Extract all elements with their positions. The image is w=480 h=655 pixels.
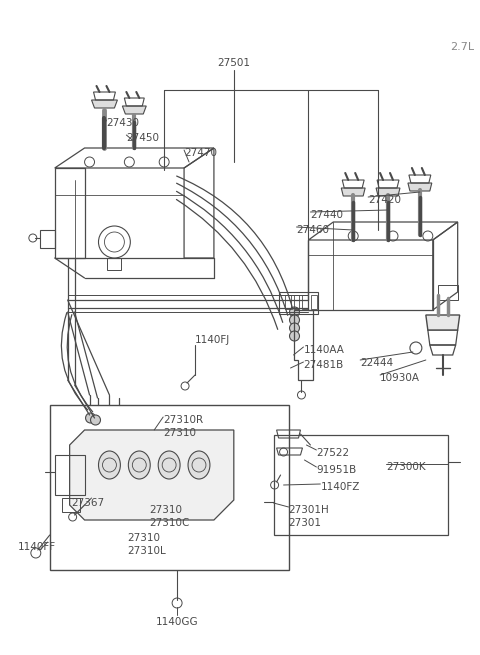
Ellipse shape	[188, 451, 210, 479]
Text: 1140GG: 1140GG	[156, 617, 198, 627]
Text: 27460: 27460	[297, 225, 329, 235]
Polygon shape	[122, 106, 146, 114]
Bar	[438, 285, 457, 300]
Text: 91951B: 91951B	[316, 465, 357, 475]
Text: 27301: 27301	[288, 518, 322, 528]
Polygon shape	[70, 430, 234, 520]
Text: 27310: 27310	[163, 428, 196, 438]
Text: 22444: 22444	[360, 358, 393, 368]
Bar	[50, 405, 288, 570]
Ellipse shape	[128, 451, 150, 479]
Polygon shape	[426, 315, 460, 330]
Text: 27310C: 27310C	[149, 518, 190, 528]
Bar	[293, 295, 300, 309]
Text: 1140FZ: 1140FZ	[320, 482, 360, 492]
Text: 27310R: 27310R	[163, 415, 204, 425]
Text: 27310: 27310	[149, 505, 182, 515]
Circle shape	[85, 413, 96, 423]
Circle shape	[289, 307, 300, 317]
Text: 27310L: 27310L	[127, 546, 166, 556]
Polygon shape	[341, 188, 365, 196]
Circle shape	[289, 331, 300, 341]
Text: 27481B: 27481B	[303, 360, 344, 370]
Text: 27301H: 27301H	[288, 505, 329, 515]
Text: 27501: 27501	[217, 58, 250, 68]
Polygon shape	[376, 188, 400, 196]
Bar	[285, 295, 290, 309]
Text: 1140FF: 1140FF	[18, 542, 56, 552]
Bar	[274, 435, 448, 535]
Bar	[62, 498, 80, 512]
Text: 27430: 27430	[107, 118, 140, 128]
Circle shape	[289, 323, 300, 333]
Text: 27310: 27310	[127, 533, 160, 543]
Text: 27450: 27450	[126, 133, 159, 143]
Polygon shape	[92, 100, 118, 108]
Text: 1140AA: 1140AA	[303, 345, 344, 355]
Text: 27420: 27420	[368, 195, 401, 205]
Text: 27470: 27470	[184, 148, 217, 158]
Bar	[312, 295, 317, 309]
Ellipse shape	[98, 451, 120, 479]
Text: 27440: 27440	[311, 210, 343, 220]
Ellipse shape	[158, 451, 180, 479]
Bar	[278, 292, 318, 314]
Bar	[55, 455, 84, 495]
Bar	[108, 258, 121, 270]
Text: 1140FJ: 1140FJ	[195, 335, 230, 345]
Text: 2.7L: 2.7L	[450, 42, 474, 52]
Text: 27522: 27522	[316, 448, 349, 458]
Circle shape	[289, 315, 300, 325]
Text: 27300K: 27300K	[386, 462, 426, 472]
Circle shape	[91, 415, 100, 425]
Text: 27367: 27367	[72, 498, 105, 508]
Bar	[302, 295, 309, 309]
Text: 10930A: 10930A	[380, 373, 420, 383]
Polygon shape	[408, 183, 432, 191]
